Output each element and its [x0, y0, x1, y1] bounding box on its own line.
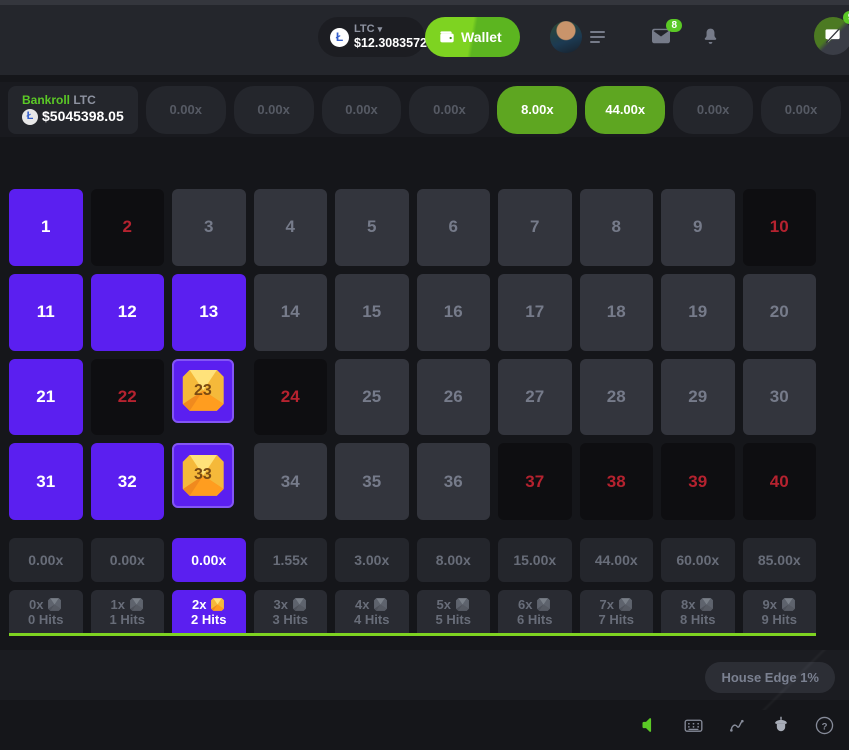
svg-text:?: ?	[822, 721, 828, 732]
